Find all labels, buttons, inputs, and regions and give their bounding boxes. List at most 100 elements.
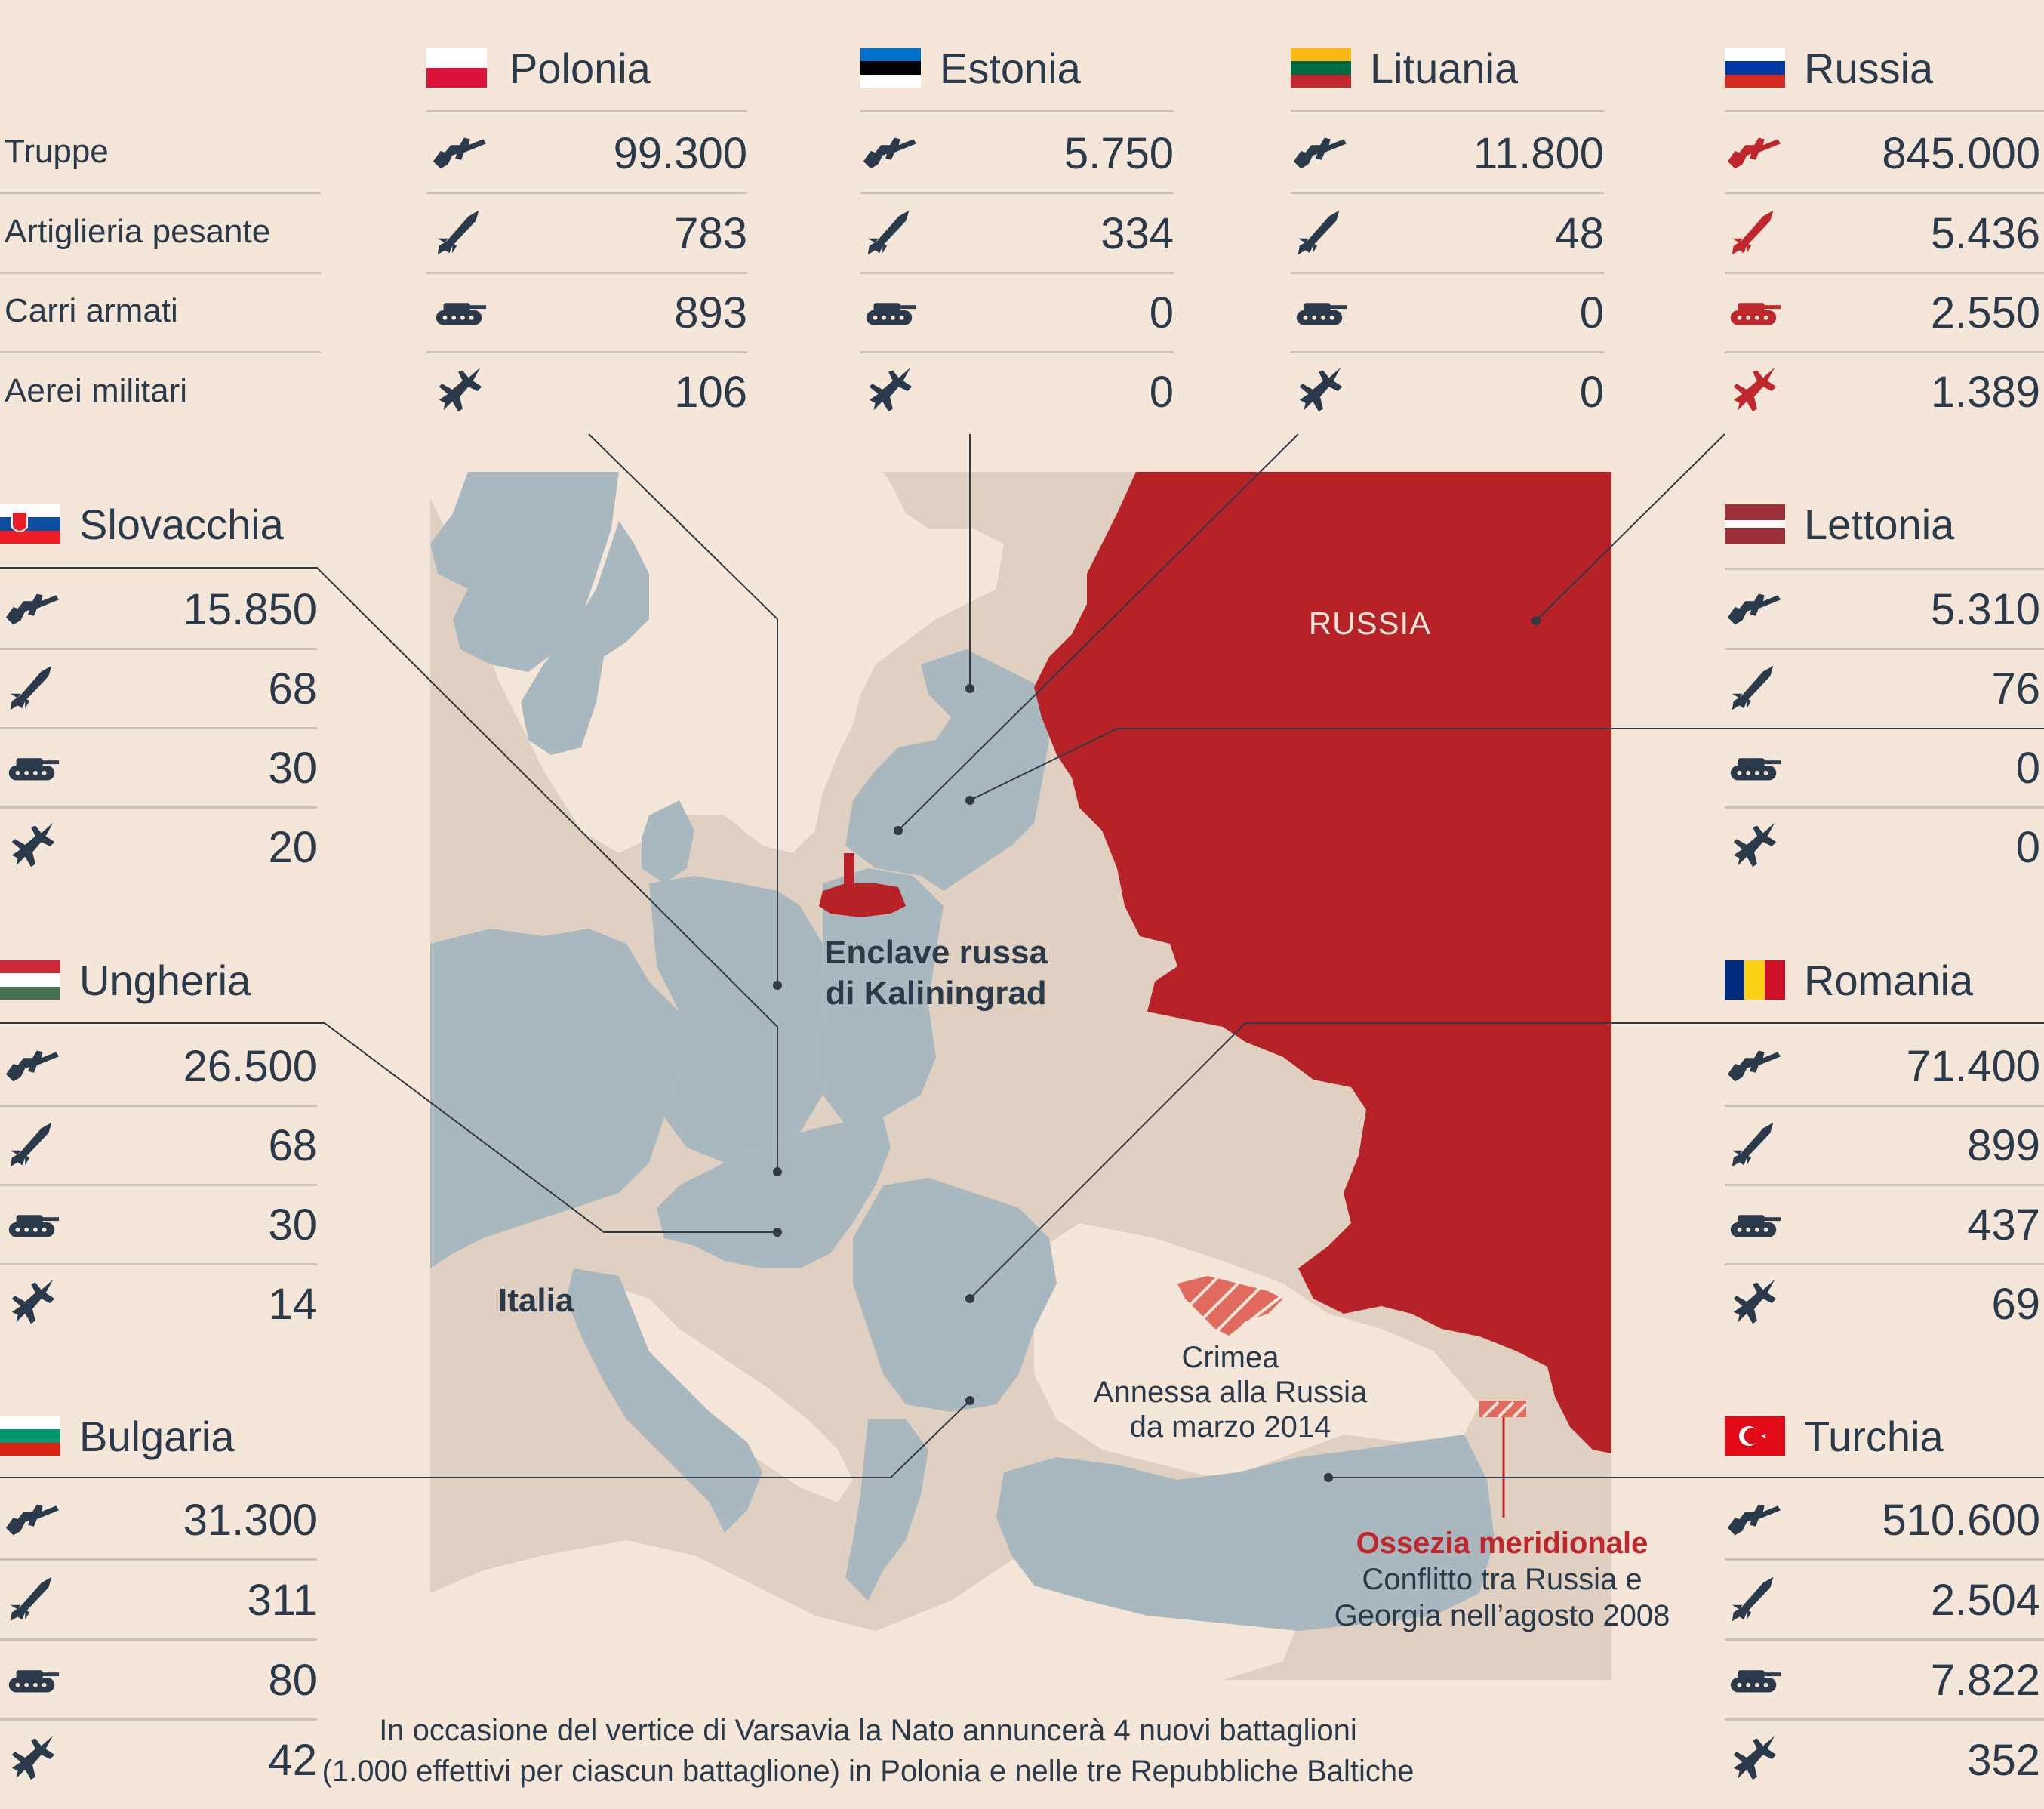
flag-slovacchia-icon [0,504,60,544]
kaliningrad-label: Enclave russa di Kaliningrad [755,932,1117,1014]
header-lituania: Lituania [1370,45,1519,92]
jet-icon [11,1279,55,1324]
header-russia: Russia [1804,45,1934,92]
rifle-icon [1727,593,1781,625]
value-lettonia-truppe: 5.310 [1930,585,2040,634]
flag-romania-icon [1725,960,1785,1000]
missile-icon [10,1122,52,1167]
flag-lettonia-icon [1725,504,1785,544]
value-bulgaria-artiglieria: 311 [247,1576,317,1625]
rifle-icon [863,137,917,169]
tank-icon [436,303,487,325]
header-bulgaria: Bulgaria [79,1413,235,1460]
value-slovacchia-truppe: 15.850 [183,585,317,634]
value-slovacchia-carri: 30 [268,744,317,793]
value-ungheria-truppe: 26.500 [183,1042,317,1091]
value-turchia-aerei: 352 [1967,1736,2040,1785]
value-estonia-truppe: 5.750 [1064,129,1174,178]
footer-note: In occasione del vertice di Varsavia la … [302,1710,1434,1792]
rifle-icon [1727,137,1781,169]
value-russia-artiglieria: 5.436 [1930,209,2040,258]
header-turchia: Turchia [1804,1413,1944,1460]
crimea-label: Crimea Annessa alla Russia da marzo 2014 [1057,1340,1404,1444]
value-ungheria-aerei: 14 [268,1280,317,1329]
missile-icon [437,210,479,255]
value-romania-aerei: 69 [1991,1280,2040,1329]
header-slovacchia: Slovacchia [79,501,284,548]
tank-icon [1730,1215,1781,1237]
value-lettonia-aerei: 0 [2015,823,2040,872]
row-label-artiglieria: Artiglieria pesante [5,213,271,250]
value-slovacchia-aerei: 20 [268,823,317,872]
rifle-icon [1293,137,1347,169]
crimea-label-line1: Crimea [1181,1341,1279,1374]
value-romania-carri: 437 [1967,1200,2040,1250]
jet-icon [439,367,482,412]
rifle-icon [5,1050,60,1082]
missile-icon [867,210,910,255]
missile-icon [1732,1576,1774,1622]
value-lituania-artiglieria: 48 [1555,209,1604,258]
connector-dots [773,616,1541,1482]
header-ungheria: Ungheria [79,957,251,1004]
rifle-icon [1727,1050,1781,1082]
value-lituania-truppe: 11.800 [1473,129,1604,178]
value-russia-carri: 2.550 [1930,288,2040,337]
header-polonia: Polonia [509,45,651,92]
jet-icon [11,822,55,868]
flag-estonia-icon [860,48,921,88]
footer-line2: (1.000 effettivi per ciascun battaglione… [322,1755,1414,1788]
header-lettonia: Lettonia [1804,501,1955,548]
flag-lituania-icon [1291,48,1351,88]
jet-icon [11,1735,55,1780]
missile-icon [1732,1122,1774,1167]
value-ungheria-artiglieria: 68 [268,1121,317,1170]
flag-bulgaria-icon [0,1416,60,1456]
tank-icon [8,1670,60,1693]
value-russia-aerei: 1.389 [1930,368,2040,417]
value-turchia-artiglieria: 2.504 [1930,1576,2040,1625]
rifle-icon [1727,1504,1781,1536]
value-slovacchia-artiglieria: 68 [268,664,317,713]
value-turchia-carri: 7.822 [1930,1656,2040,1705]
jet-icon [1733,1279,1777,1324]
rifle-icon [5,593,60,625]
missile-icon [1732,210,1774,255]
value-romania-truppe: 71.400 [1906,1042,2040,1091]
flag-polonia-icon [426,48,487,88]
tank-icon [1730,303,1781,325]
value-russia-truppe: 845.000 [1882,129,2040,178]
missile-icon [1298,210,1340,255]
missile-icon [10,1576,52,1622]
jet-icon [1733,822,1777,868]
crimea-label-line3: da marzo 2014 [1129,1410,1331,1444]
ossezia-label: Ossezia meridionale Conflitto tra Russia… [1283,1525,1721,1634]
map-crimea [1177,1274,1285,1338]
rifle-icon [433,137,487,169]
value-bulgaria-carri: 80 [268,1656,317,1705]
jet-icon [869,367,913,412]
missile-icon [10,665,52,710]
value-turchia-truppe: 510.600 [1882,1496,2040,1545]
tank-icon [8,758,60,781]
jet-icon [1299,367,1343,412]
value-lituania-carri: 0 [1579,288,1604,337]
footer-line1: In occasione del vertice di Varsavia la … [379,1714,1357,1747]
header-romania: Romania [1804,957,1974,1004]
value-estonia-carri: 0 [1149,288,1174,337]
italia-label: Italia [498,1282,574,1319]
tank-icon [1296,303,1347,325]
ossezia-title: Ossezia meridionale [1356,1527,1648,1560]
missile-icon [1732,665,1774,710]
kaliningrad-label-line2: di Kaliningrad [825,975,1047,1012]
value-lituania-aerei: 0 [1579,368,1604,417]
rifle-icon [5,1504,60,1536]
header-estonia: Estonia [940,45,1081,92]
tank-icon [1730,758,1781,781]
flag-turchia-icon [1725,1416,1785,1456]
tank-icon [1730,1670,1781,1693]
value-polonia-truppe: 99.300 [613,129,747,178]
flag-russia-icon [1725,48,1785,88]
value-romania-artiglieria: 899 [1967,1121,2040,1170]
